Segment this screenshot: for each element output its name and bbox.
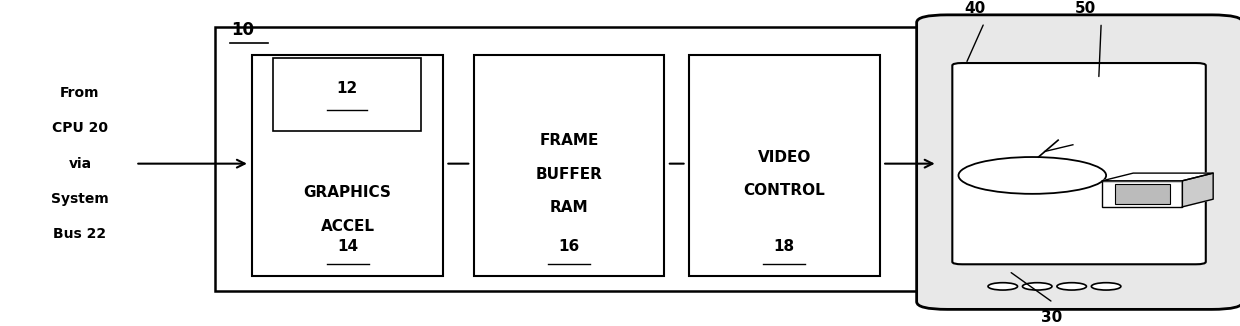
Polygon shape <box>1183 173 1213 207</box>
Bar <box>474 55 665 276</box>
Text: 30: 30 <box>1042 310 1063 325</box>
Circle shape <box>1023 283 1052 290</box>
Text: 40: 40 <box>963 1 985 16</box>
Text: 50: 50 <box>1075 1 1096 16</box>
Text: via: via <box>68 157 92 170</box>
Text: From: From <box>61 86 99 100</box>
Bar <box>252 55 443 276</box>
Text: Bus 22: Bus 22 <box>53 227 107 241</box>
Bar <box>216 27 947 291</box>
Circle shape <box>988 283 1018 290</box>
Text: GRAPHICS: GRAPHICS <box>304 185 392 200</box>
Text: 16: 16 <box>558 239 579 254</box>
Polygon shape <box>1102 173 1213 181</box>
Text: VIDEO: VIDEO <box>758 150 811 165</box>
Text: 12: 12 <box>336 81 357 96</box>
Circle shape <box>1056 283 1086 290</box>
Bar <box>1102 181 1183 207</box>
FancyBboxPatch shape <box>952 63 1205 264</box>
Bar <box>273 58 420 131</box>
Text: RAM: RAM <box>549 200 588 215</box>
Text: 18: 18 <box>774 239 795 254</box>
FancyBboxPatch shape <box>916 15 1240 309</box>
Circle shape <box>1091 283 1121 290</box>
Bar <box>1115 184 1171 204</box>
Text: ACCEL: ACCEL <box>321 219 374 234</box>
Text: 10: 10 <box>232 22 254 39</box>
Text: CPU 20: CPU 20 <box>52 121 108 135</box>
Circle shape <box>959 157 1106 194</box>
Text: System: System <box>51 192 109 206</box>
Bar <box>689 55 879 276</box>
Text: BUFFER: BUFFER <box>536 167 603 182</box>
Text: FRAME: FRAME <box>539 133 599 148</box>
Text: CONTROL: CONTROL <box>744 184 826 199</box>
Text: 14: 14 <box>337 239 358 254</box>
